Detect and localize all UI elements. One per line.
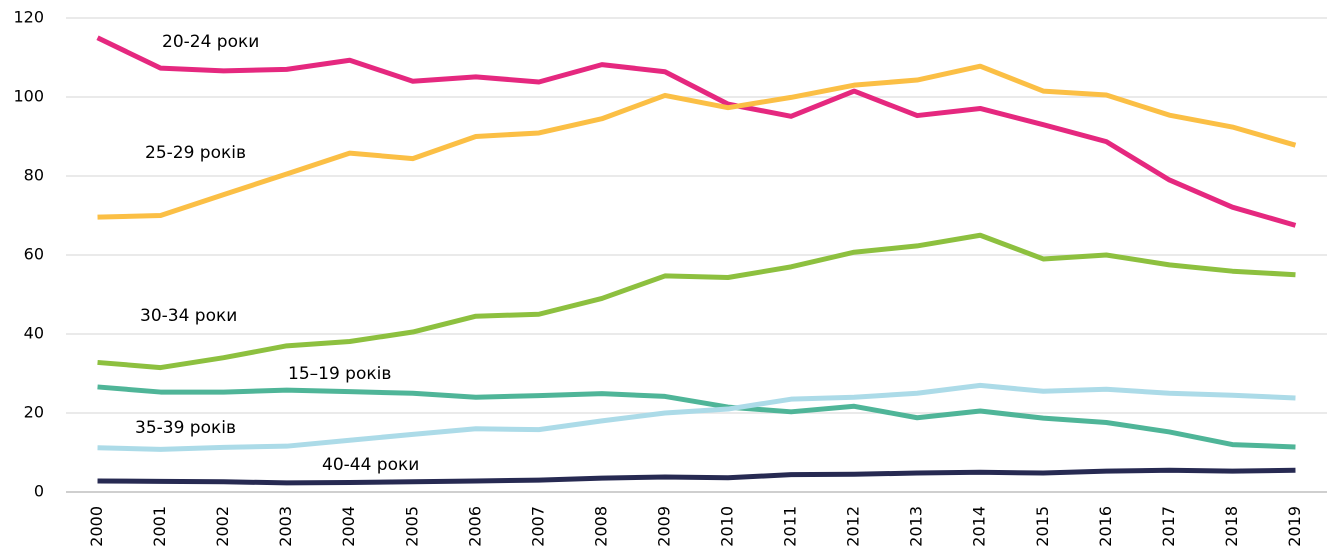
y-tick-label: 60 (24, 245, 44, 264)
y-tick-label: 120 (13, 8, 44, 27)
series-label: 35-39 років (135, 418, 236, 438)
y-tick-label: 80 (24, 166, 44, 185)
x-tick-label: 2011 (781, 506, 800, 547)
series-line (97, 467, 1296, 486)
x-tick-label: 2016 (1096, 506, 1115, 547)
series-line (97, 382, 1296, 452)
x-tick-label: 2004 (339, 506, 358, 547)
series-label: 15–19 років (288, 364, 391, 384)
x-tick-label: 2013 (907, 506, 926, 547)
series-line (97, 384, 1296, 450)
x-tick-label: 2003 (276, 506, 295, 547)
y-tick-label: 100 (13, 87, 44, 106)
series-label: 25-29 років (145, 143, 246, 163)
x-tick-label: 2010 (718, 506, 737, 547)
y-tick-label: 0 (34, 482, 44, 501)
x-tick-label: 2001 (150, 506, 169, 547)
y-tick-label: 40 (24, 324, 44, 343)
x-tick-label: 2007 (528, 506, 547, 547)
x-tick-label: 2005 (402, 506, 421, 547)
x-tick-label: 2002 (213, 506, 232, 547)
series-line (97, 63, 1297, 220)
y-tick-label: 20 (24, 403, 44, 422)
series-line (97, 232, 1296, 371)
x-tick-label: 2018 (1222, 506, 1241, 547)
series-line (96, 35, 1297, 228)
series-label: 20-24 роки (162, 32, 259, 52)
x-tick-label: 2008 (591, 506, 610, 547)
x-tick-label: 2006 (465, 506, 484, 547)
x-tick-label: 2017 (1159, 506, 1178, 547)
x-tick-label: 2015 (1033, 506, 1052, 547)
x-tick-label: 2009 (654, 506, 673, 547)
series-label: 40-44 роки (322, 455, 419, 475)
x-tick-label: 2019 (1285, 506, 1304, 547)
x-tick-label: 2000 (87, 506, 106, 547)
x-tick-label: 2012 (844, 506, 863, 547)
series-label: 30-34 роки (140, 306, 237, 326)
x-tick-label: 2014 (970, 506, 989, 547)
